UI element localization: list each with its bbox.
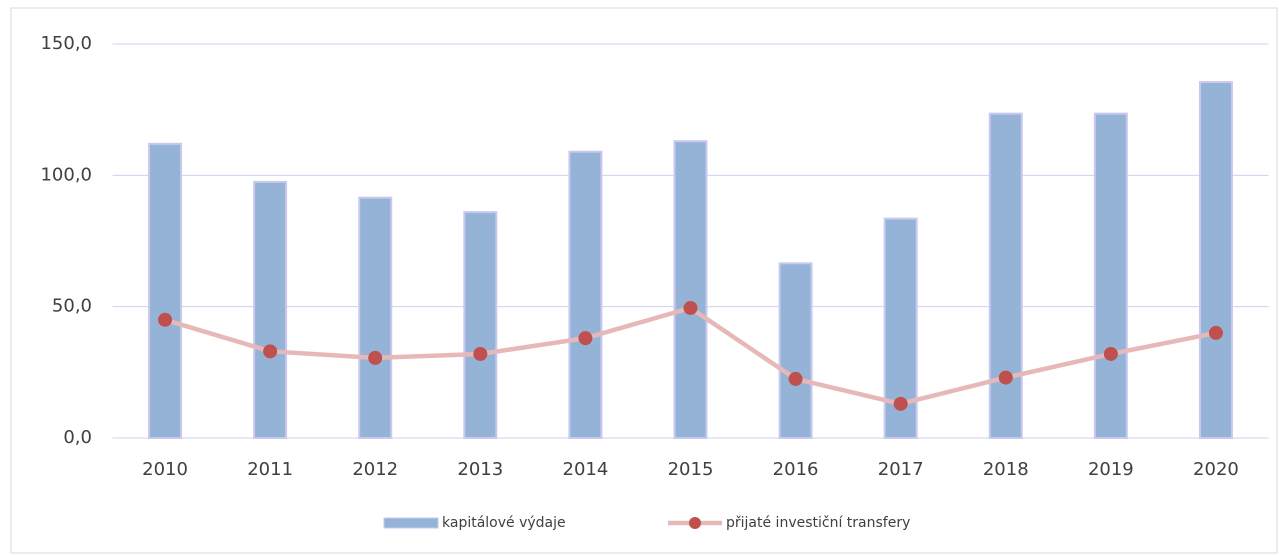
marker [683, 300, 698, 315]
marker [368, 350, 383, 365]
bar [253, 180, 288, 439]
marker [578, 331, 593, 346]
marker [1103, 346, 1118, 361]
legend-label: kapitálové výdaje [442, 515, 566, 531]
bar [568, 150, 603, 439]
x-tick-label: 2016 [773, 459, 819, 480]
x-tick-label: 2013 [457, 459, 503, 480]
bar [778, 262, 813, 439]
y-tick-label: 150,0 [40, 33, 92, 54]
x-tick-label: 2014 [563, 459, 609, 480]
x-tick-label: 2010 [142, 459, 188, 480]
bar [673, 140, 708, 439]
x-tick-label: 2017 [878, 459, 924, 480]
bar [1198, 81, 1233, 439]
marker [473, 346, 488, 361]
x-tick-label: 2018 [983, 459, 1029, 480]
marker [158, 312, 173, 327]
y-tick-label: 100,0 [40, 164, 92, 185]
y-tick-label: 0,0 [63, 427, 92, 448]
y-tick-label: 50,0 [52, 296, 92, 317]
marker [1208, 325, 1223, 340]
bar [463, 211, 498, 439]
x-tick-label: 2019 [1088, 459, 1134, 480]
chart-border [10, 7, 1278, 554]
marker [788, 371, 803, 386]
bar [148, 142, 183, 440]
legend-label: přijaté investiční transfery [726, 515, 910, 531]
bar [1093, 112, 1128, 440]
legend-marker [689, 517, 701, 529]
bar [358, 196, 393, 439]
legend-swatch [383, 517, 439, 529]
x-tick-label: 2011 [247, 459, 293, 480]
x-tick-label: 2020 [1193, 459, 1239, 480]
x-tick-label: 2012 [352, 459, 398, 480]
bar [988, 112, 1023, 440]
marker [998, 370, 1013, 385]
marker [893, 396, 908, 411]
x-tick-label: 2015 [668, 459, 714, 480]
marker [263, 344, 278, 359]
